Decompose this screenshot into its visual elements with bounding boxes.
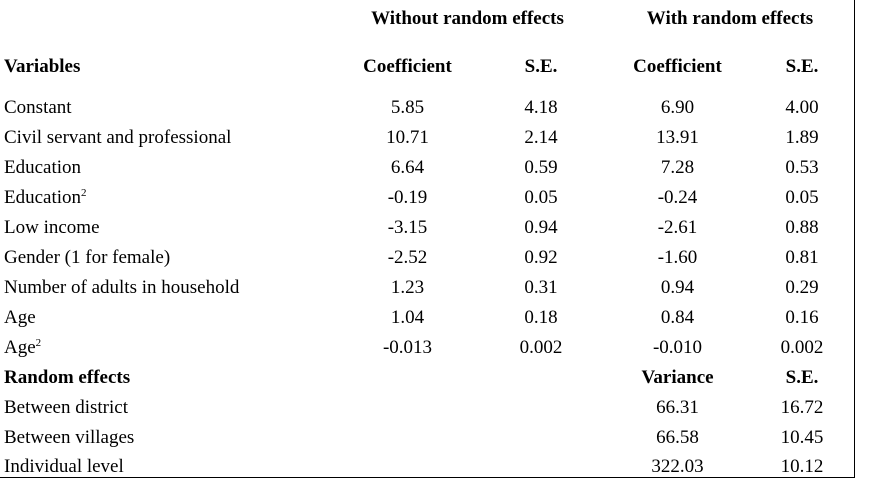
row-label: Education: [4, 157, 82, 178]
se-with: 0.05: [785, 187, 819, 208]
se-with-header: S.E.: [785, 56, 819, 77]
row-label: Education2: [4, 187, 87, 208]
table-row-between-villages: Between villages 66.58 10.45: [0, 425, 855, 451]
random-effects-label: Random effects: [4, 367, 131, 388]
table-row-education: Education 6.64 0.59 7.28 0.53: [0, 155, 855, 181]
column-header-row: Variables Coefficient S.E. Coefficient S…: [0, 54, 855, 80]
variance: 66.58: [656, 427, 699, 448]
coef-without: -3.15: [387, 217, 428, 238]
se-without: 0.002: [519, 337, 563, 358]
group-header-with-random-effects: With random effects: [646, 8, 814, 29]
coef-with: 7.28: [660, 157, 695, 178]
coef-without: 1.23: [390, 277, 425, 298]
variance: 322.03: [651, 456, 704, 477]
se-with: 0.53: [785, 157, 819, 178]
row-label: Civil servant and professional: [4, 127, 232, 148]
coef-without: 1.04: [390, 307, 425, 328]
row-label: Age: [4, 307, 36, 328]
se-without: 0.94: [524, 217, 558, 238]
se-with: 0.29: [785, 277, 819, 298]
coef-with: -0.24: [657, 187, 698, 208]
se-with: 0.81: [785, 247, 819, 268]
row-label: Gender (1 for female): [4, 247, 171, 268]
group-header-without-random-effects: Without random effects: [371, 8, 564, 29]
table-row-between-district: Between district 66.31 16.72: [0, 395, 855, 421]
row-label: Constant: [4, 97, 72, 118]
table-row-education-squared: Education2 -0.19 0.05 -0.24 0.05: [0, 185, 855, 211]
coef-with: 0.94: [660, 277, 695, 298]
table-row-low-income: Low income -3.15 0.94 -2.61 0.88: [0, 215, 855, 241]
table-row-gender: Gender (1 for female) -2.52 0.92 -1.60 0…: [0, 245, 855, 271]
se-without: 2.14: [524, 127, 558, 148]
variance: 66.31: [656, 397, 699, 418]
table-row-age-squared: Age2 -0.013 0.002 -0.010 0.002: [0, 335, 855, 361]
re-se-header: S.E.: [785, 367, 819, 388]
coef-with: -0.010: [652, 337, 703, 358]
table-row-individual-level: Individual level 322.03 10.12: [0, 454, 855, 480]
row-label: Number of adults in household: [4, 277, 240, 298]
se-without: 0.18: [524, 307, 558, 328]
se-with: 1.89: [785, 127, 819, 148]
coef-without: 10.71: [386, 127, 429, 148]
random-effects-header-row: Random effects Variance S.E.: [0, 365, 855, 391]
table-row-age: Age 1.04 0.18 0.84 0.16: [0, 305, 855, 331]
coef-with: -1.60: [657, 247, 698, 268]
table-row-adults-household: Number of adults in household 1.23 0.31 …: [0, 275, 855, 301]
table-row-civil-servant: Civil servant and professional 10.71 2.1…: [0, 125, 855, 151]
group-header-row: Without random effects With random effec…: [0, 6, 855, 32]
coef-without: -0.19: [387, 187, 428, 208]
row-label: Individual level: [4, 456, 124, 477]
se-without: 0.59: [524, 157, 558, 178]
se-without: 0.92: [524, 247, 558, 268]
table-frame: [0, 0, 855, 478]
coefficient-with-header: Coefficient: [633, 56, 722, 77]
coef-with: 13.91: [656, 127, 699, 148]
se-without: 0.05: [524, 187, 558, 208]
re-se: 16.72: [780, 397, 824, 418]
variance-header: Variance: [641, 367, 714, 388]
coef-without: -0.013: [382, 337, 433, 358]
re-se: 10.45: [780, 427, 824, 448]
row-label: Between district: [4, 397, 128, 418]
row-label: Low income: [4, 217, 100, 238]
row-label: Age2: [4, 337, 42, 358]
se-without-header: S.E.: [524, 56, 558, 77]
variables-header: Variables: [4, 56, 81, 77]
se-without: 4.18: [524, 97, 558, 118]
table-row-constant: Constant 5.85 4.18 6.90 4.00: [0, 95, 855, 121]
coefficient-without-header: Coefficient: [363, 56, 452, 77]
se-with: 0.16: [785, 307, 819, 328]
se-with: 4.00: [785, 97, 819, 118]
se-with: 0.002: [780, 337, 824, 358]
se-without: 0.31: [524, 277, 558, 298]
re-se: 10.12: [780, 456, 824, 477]
coef-without: 5.85: [390, 97, 425, 118]
coef-without: 6.64: [390, 157, 425, 178]
coef-with: -2.61: [657, 217, 698, 238]
row-label: Between villages: [4, 427, 135, 448]
coef-with: 0.84: [660, 307, 695, 328]
coef-without: -2.52: [387, 247, 428, 268]
coef-with: 6.90: [660, 97, 695, 118]
se-with: 0.88: [785, 217, 819, 238]
